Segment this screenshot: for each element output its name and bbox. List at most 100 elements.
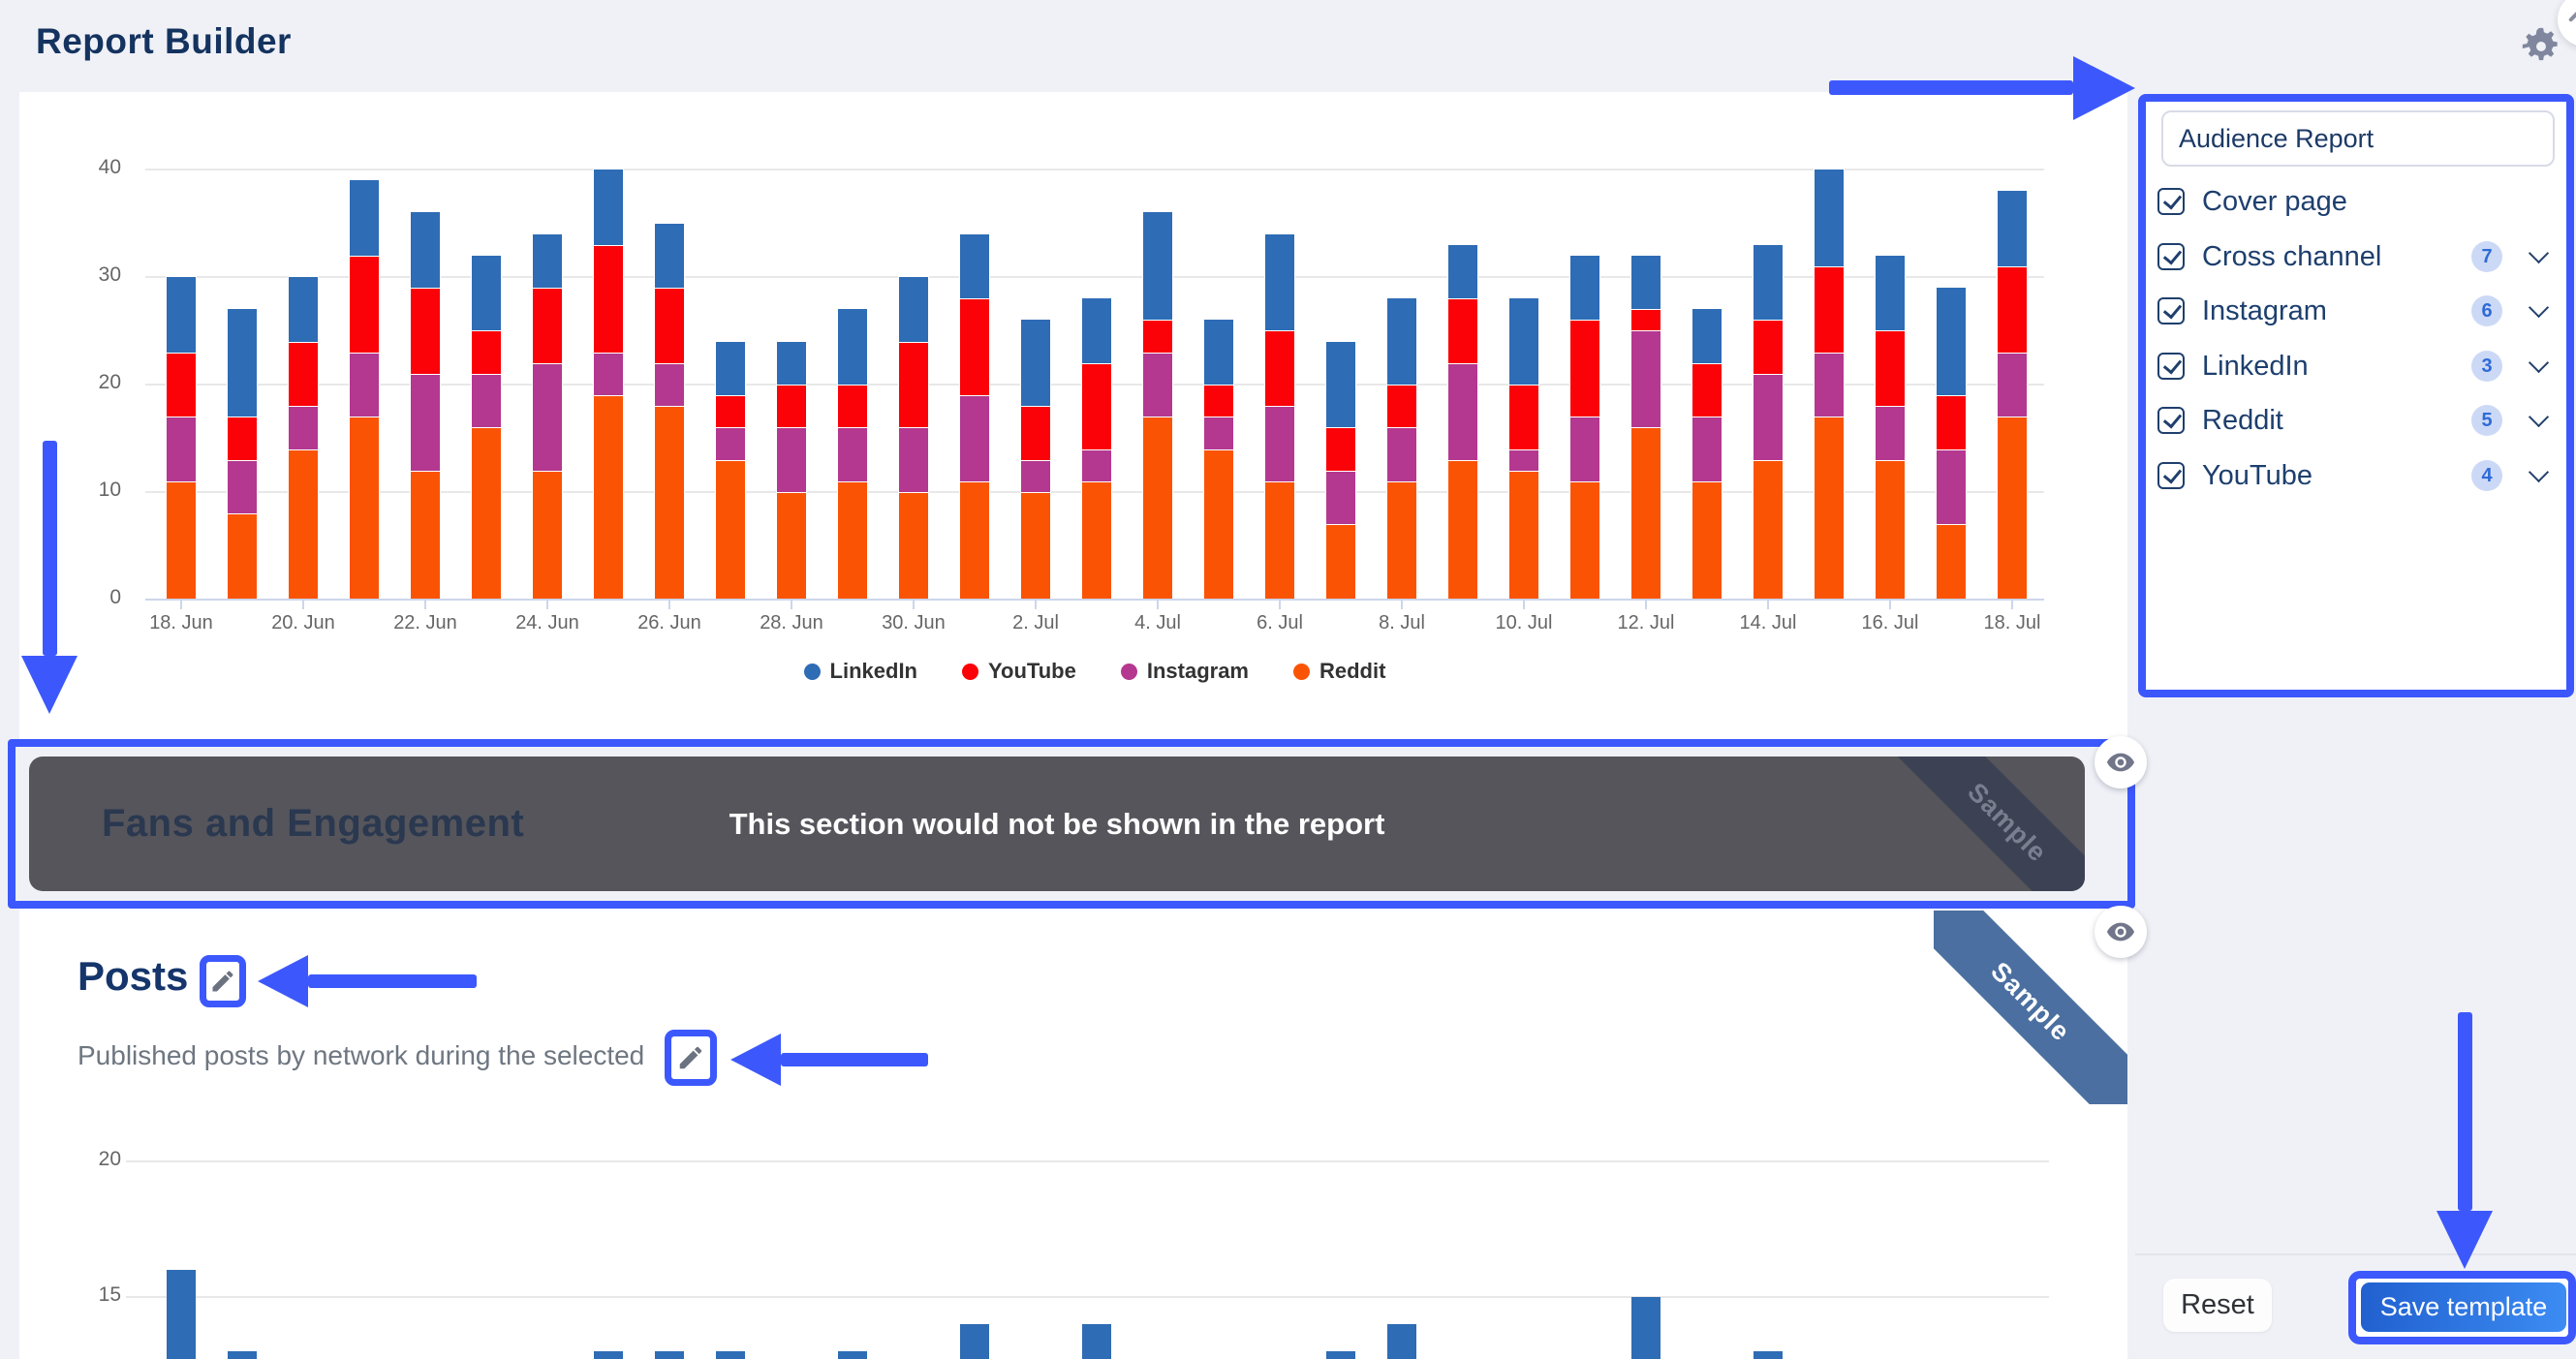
bar-segment-linkedin (594, 170, 623, 245)
checkbox-reddit[interactable] (2157, 407, 2185, 434)
x-axis-label: 28. Jun (760, 612, 823, 633)
posts-title-edit-button[interactable] (200, 955, 246, 1007)
bar-segment-reddit (1631, 427, 1660, 600)
bar-segment-instagram (1082, 448, 1111, 481)
checkbox-linkedin[interactable] (2157, 353, 2185, 380)
bar-segment-instagram (1143, 352, 1172, 417)
report-name-box (2161, 110, 2555, 167)
bar-segment-youtube (1021, 406, 1050, 460)
bar-segment-reddit (1815, 417, 1844, 600)
chevron-down-icon[interactable] (2528, 352, 2550, 374)
sidebar-item-instagram[interactable]: Instagram 6 (2157, 294, 2559, 327)
chevron-down-icon[interactable] (2528, 296, 2550, 319)
count-badge: 4 (2471, 460, 2502, 491)
bar-segment-reddit (1876, 459, 1905, 600)
bar-segment-youtube (1387, 385, 1416, 428)
posts-visibility-eye-button[interactable] (2095, 906, 2147, 958)
bar-segment-linkedin (838, 309, 867, 385)
save-template-button[interactable]: Save template (2361, 1282, 2566, 1332)
x-axis-label: 26. Jun (637, 612, 701, 633)
chevron-down-icon[interactable] (2528, 242, 2550, 264)
y-axis-label: 30 (98, 263, 121, 286)
bar-segment-youtube (1998, 265, 2027, 353)
bar-segment-reddit (1387, 480, 1416, 600)
bar-segment-linkedin (228, 309, 257, 417)
posts-description-edit-button[interactable] (665, 1030, 717, 1086)
chevron-down-icon[interactable] (2528, 461, 2550, 483)
sidebar-item-linkedin[interactable]: LinkedIn 3 (2157, 350, 2559, 383)
bar-segment-instagram (1631, 330, 1660, 428)
bar-segment-instagram (167, 417, 196, 481)
count-badge: 6 (2471, 295, 2502, 326)
reset-button[interactable]: Reset (2163, 1279, 2272, 1332)
gridline-y-30 (145, 276, 2044, 278)
arrow-to-description-edit-shaft (781, 1053, 928, 1066)
bar-segment-linkedin (960, 233, 989, 299)
sidebar-item-youtube[interactable]: YouTube 4 (2157, 459, 2559, 492)
bar-segment-linkedin (1326, 341, 1355, 428)
arrow-to-fans-section-shaft (43, 441, 57, 656)
pencil-icon (679, 1046, 702, 1069)
legend-marker (962, 663, 978, 680)
posts-section-description: Published posts by network during the se… (78, 1040, 645, 1070)
sidebar-item-label: Cover page (2202, 186, 2347, 217)
bar-segment-linkedin (289, 277, 318, 342)
settings-gear-icon[interactable] (2519, 24, 2563, 69)
x-axis-tick (1523, 601, 1525, 609)
fans-section-hidden-overlay: Fans and Engagement This section would n… (29, 757, 2085, 891)
x-axis-tick (1035, 601, 1037, 609)
bar-segment-reddit (1937, 524, 1966, 600)
legend-item-linkedin[interactable]: LinkedIn (803, 659, 917, 684)
posts-bar (228, 1351, 257, 1359)
bar-segment-reddit (716, 459, 745, 600)
bar-segment-linkedin (1937, 288, 1966, 396)
checkbox-instagram[interactable] (2157, 297, 2185, 324)
bar-segment-reddit (411, 470, 440, 600)
bar-segment-reddit (594, 395, 623, 600)
x-axis-tick (1279, 601, 1281, 609)
fans-visibility-eye-button[interactable] (2095, 736, 2147, 788)
bar-segment-youtube (472, 330, 501, 374)
x-axis-label: 6. Jul (1257, 612, 1303, 633)
bar-segment-youtube (350, 255, 379, 353)
bar-segment-instagram (1265, 406, 1294, 481)
checkbox-cross-channel[interactable] (2157, 243, 2185, 270)
x-axis-tick (1401, 601, 1403, 609)
x-axis-label: 16. Jul (1861, 612, 1919, 633)
sidebar-item-reddit[interactable]: Reddit 5 (2157, 404, 2559, 437)
x-axis-label: 12. Jul (1617, 612, 1675, 633)
count-badge: 7 (2471, 241, 2502, 272)
pencil-icon (212, 971, 233, 992)
checkbox-cover-page[interactable] (2157, 188, 2185, 215)
posts-bar (167, 1270, 196, 1359)
posts-bar (1326, 1351, 1355, 1359)
bar-segment-instagram (1204, 417, 1233, 449)
legend-item-instagram[interactable]: Instagram (1120, 659, 1249, 684)
x-axis-tick (546, 601, 548, 609)
corner-edit-button[interactable] (2558, 0, 2576, 46)
sidebar-item-cover-page[interactable]: Cover page (2157, 185, 2559, 218)
bar-segment-reddit (1692, 480, 1722, 600)
bar-segment-reddit (960, 480, 989, 600)
x-axis-label: 18. Jul (1983, 612, 2041, 633)
posts-bar (960, 1324, 989, 1359)
posts-bar (655, 1351, 684, 1359)
y-axis-label: 20 (98, 371, 121, 393)
bar-segment-linkedin (777, 341, 806, 385)
bar-segment-reddit (1754, 459, 1783, 600)
sidebar-item-cross-channel[interactable]: Cross channel 7 (2157, 240, 2559, 273)
bar-segment-linkedin (1570, 255, 1599, 321)
legend-item-reddit[interactable]: Reddit (1293, 659, 1385, 684)
sidebar-item-label: Instagram (2202, 295, 2327, 326)
legend-item-youtube[interactable]: YouTube (962, 659, 1076, 684)
x-axis-label: 24. Jun (515, 612, 579, 633)
x-axis-tick (1645, 601, 1647, 609)
bar-segment-instagram (960, 395, 989, 481)
bar-segment-linkedin (1204, 320, 1233, 385)
x-axis-label: 22. Jun (393, 612, 457, 633)
checkbox-youtube[interactable] (2157, 462, 2185, 489)
chevron-down-icon[interactable] (2528, 406, 2550, 428)
bar-segment-youtube (1204, 385, 1233, 417)
footer-divider (2135, 1253, 2576, 1255)
bar-segment-youtube (533, 288, 562, 363)
